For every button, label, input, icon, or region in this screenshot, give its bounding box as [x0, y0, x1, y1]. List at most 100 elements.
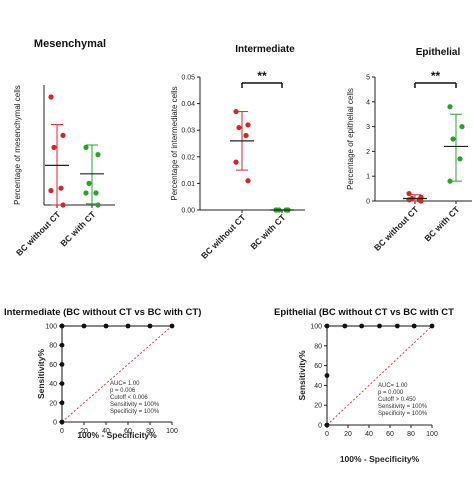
- y-tick-label: 40: [314, 383, 322, 390]
- significance-label: **: [431, 69, 441, 83]
- y-tick-label: 80: [49, 343, 57, 350]
- roc-annotation: Cutoff < 0.006: [110, 395, 148, 401]
- data-point: [233, 159, 239, 165]
- roc-point: [429, 323, 435, 329]
- reference-diagonal-line: [326, 325, 433, 426]
- data-point: [95, 202, 101, 208]
- x-tick-label: 0: [325, 431, 329, 438]
- roc-title: Intermediate (BC without CT vs BC with C…: [4, 307, 201, 318]
- roc-point: [377, 323, 382, 329]
- roc-title: Epithelial (BC without CT vs BC with CT: [274, 307, 454, 318]
- x-tick-label: 20: [80, 428, 88, 435]
- roc-annotation: Specificity = 100%: [110, 409, 160, 415]
- roc-point: [125, 323, 131, 329]
- y-tick-label: 100: [310, 324, 322, 331]
- x-category-label: BC with CT: [422, 204, 462, 244]
- roc-point: [59, 400, 65, 406]
- x-tick-label: 80: [407, 431, 415, 438]
- y-tick-label: 0.03: [181, 128, 195, 135]
- y-tick-label: 4: [366, 99, 370, 106]
- y-tick-label: 0: [318, 423, 322, 430]
- roc-point: [324, 422, 330, 428]
- x-tick-label: 100: [166, 428, 178, 435]
- roc-point: [103, 323, 109, 329]
- data-point: [83, 144, 89, 150]
- y-tick-label: 0.00: [181, 208, 195, 215]
- data-point: [447, 104, 453, 110]
- roc-annotation: AUC= 1.00: [378, 383, 408, 389]
- data-point: [459, 124, 465, 130]
- data-point: [86, 180, 92, 186]
- roc-point: [147, 323, 153, 329]
- y-tick-label: 60: [314, 363, 322, 370]
- roc-point: [324, 323, 330, 329]
- roc-point: [59, 342, 65, 348]
- x-tick-label: 40: [365, 431, 373, 438]
- data-point: [93, 190, 99, 196]
- x-axis-label: 100% - Specificity%: [340, 454, 420, 464]
- roc-point: [81, 323, 87, 329]
- x-category-label: BC without CT: [372, 204, 421, 253]
- roc-annotation: Specificity = 100%: [378, 411, 428, 417]
- x-category-label: BC with CT: [248, 212, 288, 252]
- data-point: [83, 190, 89, 196]
- roc-point: [59, 362, 65, 367]
- data-point: [48, 94, 54, 100]
- roc-point: [411, 323, 417, 329]
- data-point: [245, 122, 251, 128]
- x-tick-label: 60: [386, 431, 394, 438]
- chart-title: Mesenchymal: [34, 38, 106, 50]
- y-axis-label: Sensitivity%: [36, 349, 46, 400]
- y-tick-label: 80: [314, 343, 322, 350]
- reference-diagonal-line: [61, 325, 173, 423]
- roc-point: [394, 323, 400, 329]
- x-category-label: BC without CT: [199, 212, 248, 261]
- x-tick-label: 40: [102, 428, 110, 435]
- chart-title: Epithelial: [416, 47, 461, 58]
- x-tick-label: 100: [426, 431, 438, 438]
- y-tick-label: 40: [49, 381, 57, 388]
- significance-label: **: [257, 69, 267, 83]
- y-tick-label: 0: [366, 199, 370, 206]
- x-tick-label: 80: [146, 428, 154, 435]
- data-point: [243, 132, 249, 139]
- x-tick-label: 60: [124, 428, 132, 435]
- data-point: [457, 156, 463, 162]
- y-tick-label: 60: [49, 362, 57, 369]
- roc-point: [59, 323, 65, 329]
- y-tick-label: 100: [45, 324, 57, 331]
- y-axis-label: Sensitivity%: [297, 350, 307, 401]
- y-tick-label: 0.04: [181, 101, 195, 108]
- roc-annotation: Sensitivity = 100%: [378, 404, 428, 410]
- y-tick-label: 1: [366, 174, 370, 181]
- roc-point: [342, 323, 348, 329]
- roc-annotation: Sensitivity = 100%: [110, 402, 160, 408]
- data-point: [406, 190, 412, 197]
- roc-annotation: AUC= 1.00: [110, 381, 140, 387]
- x-axis-label: 100% - Specificity%: [77, 430, 157, 440]
- y-tick-label: 0.01: [181, 181, 195, 188]
- y-axis-label: Percentage of intermediate cells: [170, 86, 179, 200]
- y-tick-label: 0.02: [181, 154, 195, 161]
- x-tick-label: 20: [344, 431, 352, 438]
- data-point: [236, 124, 242, 131]
- y-axis-label: Percentage of epithelial cells: [346, 88, 355, 190]
- roc-point: [59, 419, 65, 425]
- data-point: [51, 144, 57, 150]
- roc-point: [169, 323, 175, 329]
- data-point: [58, 185, 64, 191]
- y-tick-label: 2: [366, 149, 370, 156]
- x-category-label: BC without CT: [14, 209, 63, 258]
- roc-point: [59, 381, 65, 386]
- roc-point: [324, 373, 330, 378]
- y-axis-label: Percentage of mesenchymal cells: [13, 85, 22, 205]
- roc-annotation: Cutoff > 0.450: [378, 397, 416, 403]
- y-tick-label: 0.05: [181, 75, 195, 82]
- y-tick-label: 0: [53, 420, 57, 427]
- y-tick-label: 3: [366, 124, 370, 131]
- data-point: [60, 132, 66, 138]
- y-tick-label: 20: [49, 400, 57, 407]
- y-tick-label: 20: [314, 403, 322, 410]
- data-point: [95, 152, 101, 158]
